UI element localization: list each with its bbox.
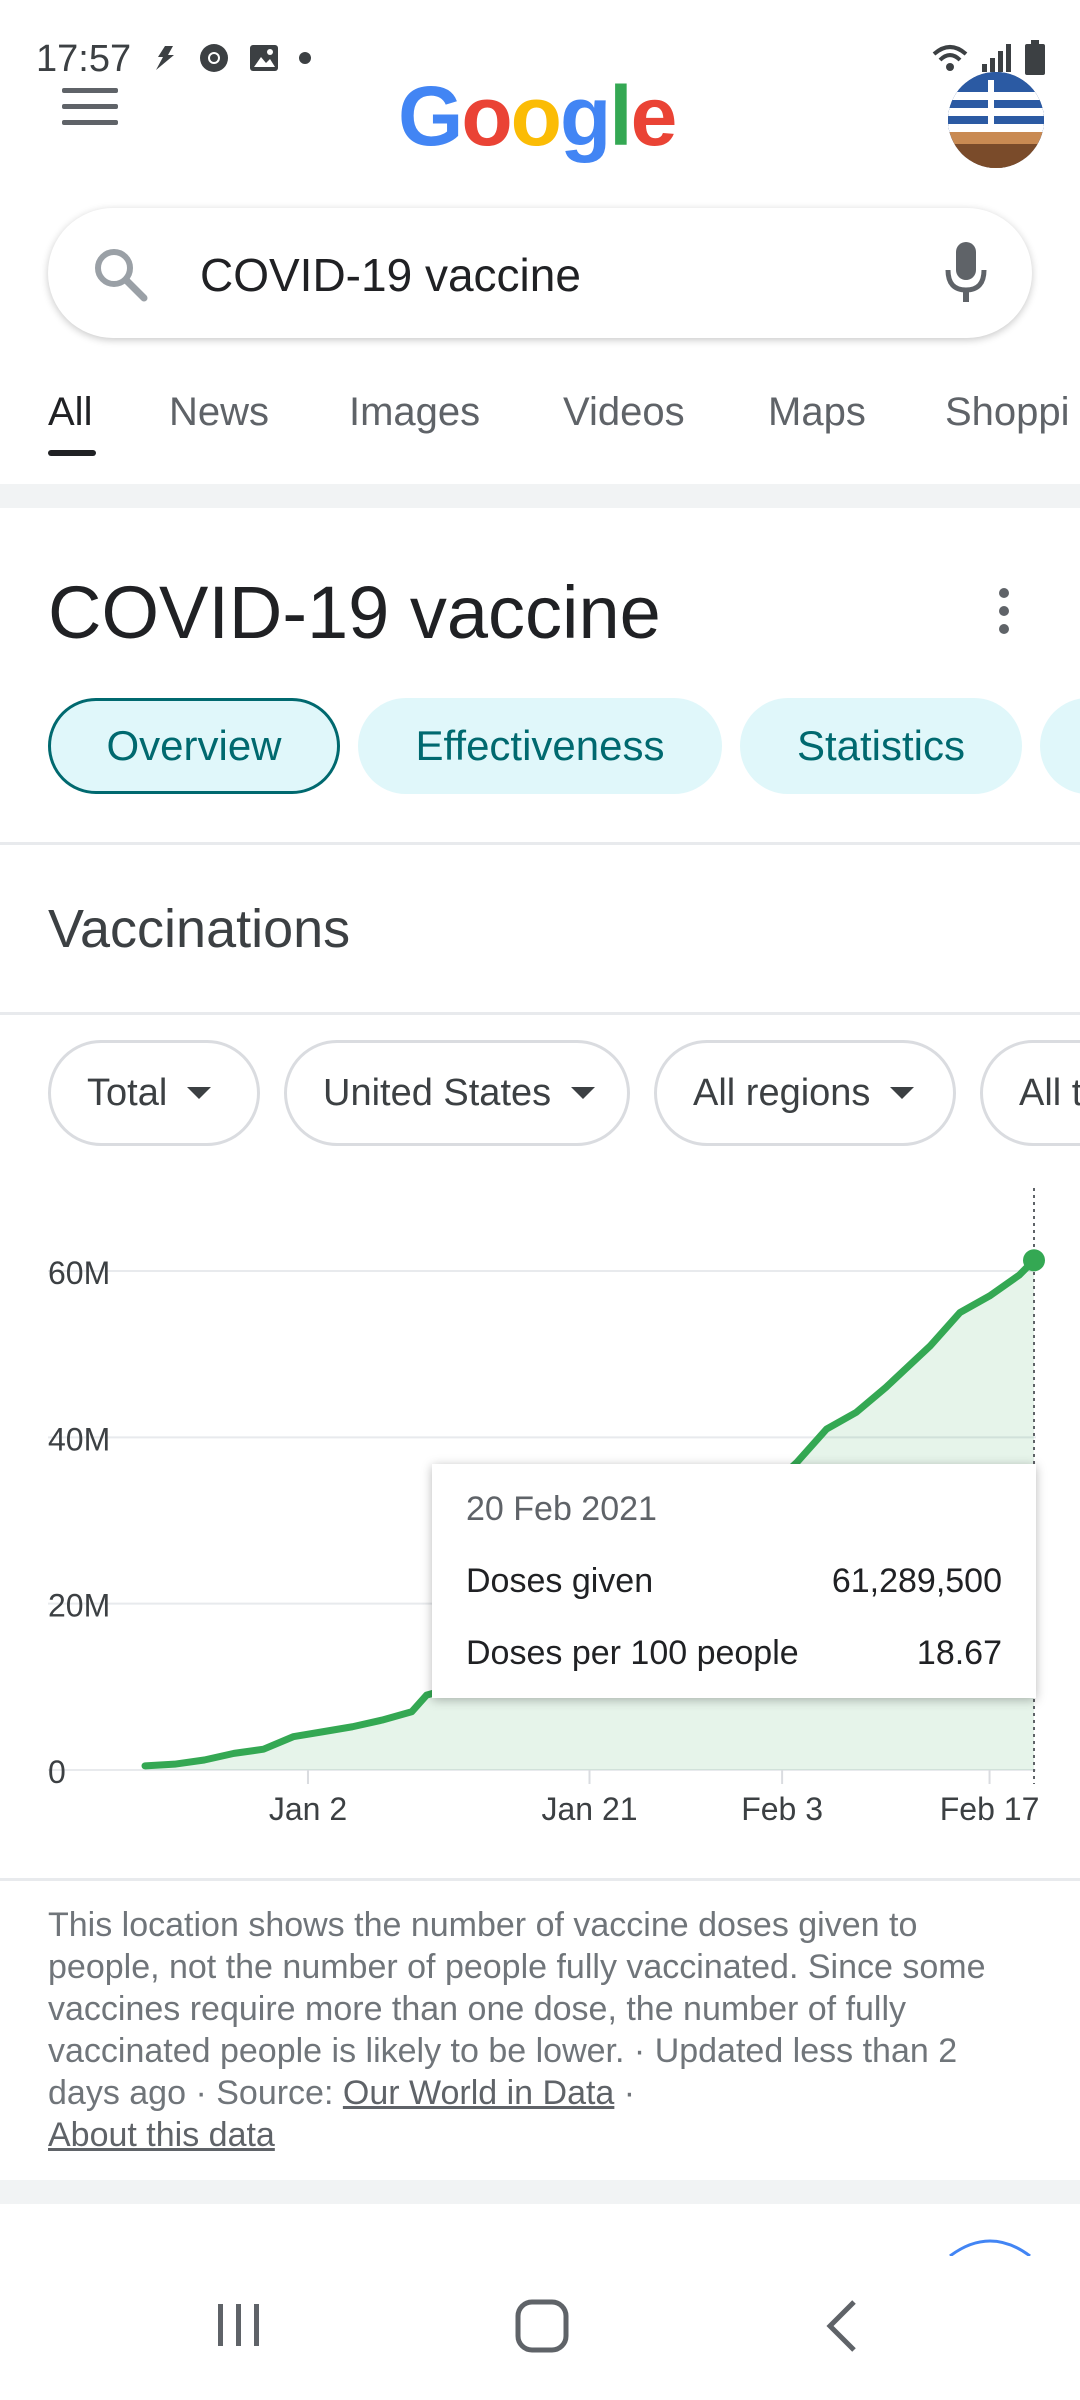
active-tab-indicator — [48, 450, 96, 456]
signal-icon — [982, 44, 1011, 72]
tab-news[interactable]: News — [169, 390, 270, 434]
panel-chips: Overview Effectiveness Statistics — [0, 698, 1080, 798]
partial-card-icon — [949, 2239, 1031, 2256]
divider — [0, 1012, 1080, 1015]
filter-country[interactable]: United States — [284, 1040, 630, 1146]
search-query[interactable]: COVID-19 vaccine — [200, 249, 581, 301]
tooltip-label: Doses per 100 people — [466, 1634, 799, 1672]
filter-regions[interactable]: All regions — [654, 1040, 956, 1146]
panel-title: COVID-19 vaccine — [48, 571, 661, 654]
section-title-vaccinations: Vaccinations — [48, 899, 351, 959]
filter-time[interactable]: All t — [980, 1040, 1080, 1146]
x-tick-label: Feb 3 — [741, 1791, 823, 1827]
microphone-icon[interactable] — [944, 240, 988, 306]
chip-statistics[interactable]: Statistics — [740, 698, 1022, 794]
search-tabs: All News Images Videos Maps Shoppi — [0, 380, 1080, 460]
tab-all[interactable]: All — [48, 390, 93, 434]
divider — [0, 842, 1080, 845]
tab-shopping[interactable]: Shoppi — [945, 390, 1070, 434]
y-tick-label: 60M — [48, 1255, 110, 1291]
source-label: Source: — [216, 2074, 334, 2112]
chip-effectiveness[interactable]: Effectiveness — [358, 698, 722, 794]
data-note: This location shows the number of vaccin… — [48, 1906, 986, 2154]
recent-apps-icon[interactable] — [214, 2300, 264, 2350]
avatar-flag-image — [948, 72, 1044, 168]
y-tick-label: 40M — [48, 1421, 110, 1457]
about-data-link[interactable]: About this data — [48, 2116, 275, 2154]
more-options-icon[interactable] — [994, 588, 1014, 638]
tooltip-row-doses: Doses given 61,289,500 — [466, 1562, 1002, 1601]
dropdown-caret-icon — [890, 1087, 915, 1099]
chrome-icon — [200, 44, 228, 72]
notification-icon — [156, 46, 174, 70]
filter-chips: Total United States All regions All t — [0, 1040, 1080, 1150]
y-tick-label: 20M — [48, 1588, 110, 1624]
tooltip-date: 20 Feb 2021 — [466, 1490, 657, 1528]
dropdown-caret-icon — [571, 1087, 596, 1099]
account-avatar[interactable] — [948, 72, 1044, 168]
home-icon[interactable] — [514, 2298, 570, 2354]
tab-videos[interactable]: Videos — [563, 390, 685, 434]
chip-more[interactable] — [1040, 698, 1080, 794]
divider — [0, 1878, 1080, 1881]
gallery-icon — [250, 45, 278, 71]
google-logo[interactable]: Google — [398, 69, 677, 163]
highlight-point — [1023, 1249, 1045, 1272]
dropdown-caret-icon — [187, 1087, 212, 1099]
section-separator — [0, 2180, 1080, 2204]
status-bar: 17:57 — [0, 0, 1080, 80]
tab-maps[interactable]: Maps — [768, 390, 866, 434]
source-link[interactable]: Our World in Data — [342, 2074, 615, 2112]
x-tick-label: Jan 2 — [269, 1791, 347, 1827]
tooltip-value: 18.67 — [916, 1634, 1002, 1672]
back-icon[interactable] — [822, 2298, 862, 2354]
chip-overview[interactable]: Overview — [48, 698, 340, 794]
x-tick-label: Jan 21 — [541, 1791, 637, 1827]
tab-images[interactable]: Images — [349, 390, 481, 434]
y-tick-label: 0 — [48, 1754, 66, 1790]
x-tick-label: Feb 17 — [940, 1791, 1040, 1827]
search-icon[interactable] — [90, 244, 150, 304]
tooltip-row-per-100: Doses per 100 people 18.67 — [466, 1634, 1002, 1673]
dot-icon — [299, 52, 311, 64]
tooltip-label: Doses given — [466, 1562, 654, 1600]
system-navigation-bar — [0, 2256, 1080, 2400]
chart-tooltip: 20 Feb 2021 Doses given 61,289,500 Doses… — [432, 1464, 1036, 1698]
tooltip-value: 61,289,500 — [831, 1562, 1002, 1600]
status-right-icons — [930, 40, 1046, 76]
updated-text: Updated less than 2 days ago — [48, 2032, 958, 2112]
wifi-icon — [932, 45, 968, 71]
hamburger-menu-icon[interactable] — [62, 88, 118, 132]
battery-icon — [1025, 40, 1045, 75]
search-box[interactable]: COVID-19 vaccine — [48, 208, 1032, 338]
filter-total[interactable]: Total — [48, 1040, 260, 1146]
note-text: This location shows the number of vaccin… — [48, 1906, 986, 2070]
status-time: 17:57 — [36, 38, 132, 80]
section-separator — [0, 484, 1080, 508]
status-left-icons — [150, 42, 312, 74]
